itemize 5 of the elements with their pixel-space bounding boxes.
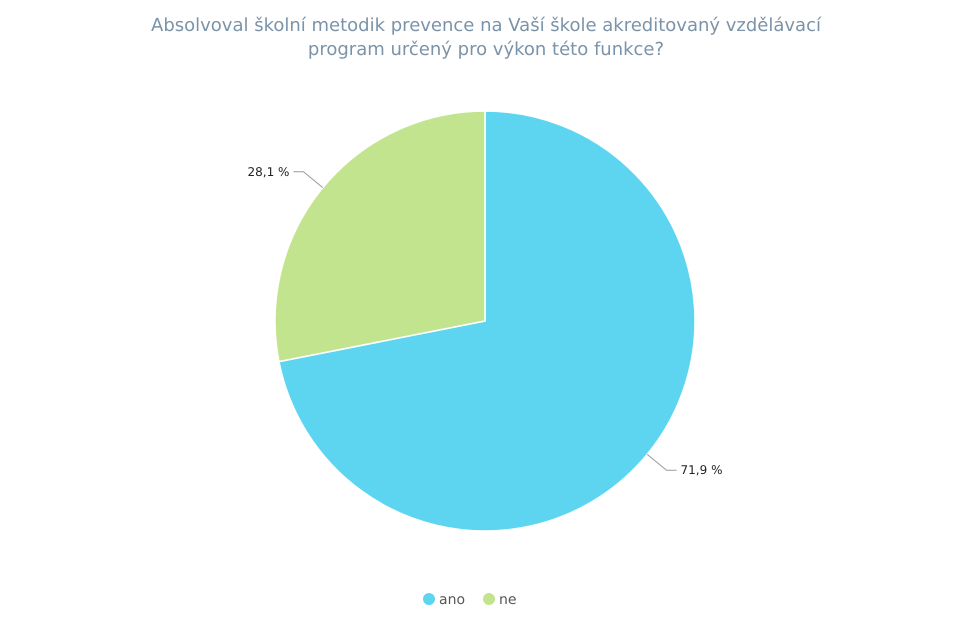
legend-label: ne <box>499 592 516 608</box>
chart-title: Absolvoval školní metodik prevence na Vaší škole akreditovaný vzdělávací program určený pro výkon této funkce? <box>151 15 822 60</box>
legend-label: ano <box>439 592 466 608</box>
data-label: 28,1 % <box>248 164 290 179</box>
data-label: 71,9 % <box>680 463 722 478</box>
